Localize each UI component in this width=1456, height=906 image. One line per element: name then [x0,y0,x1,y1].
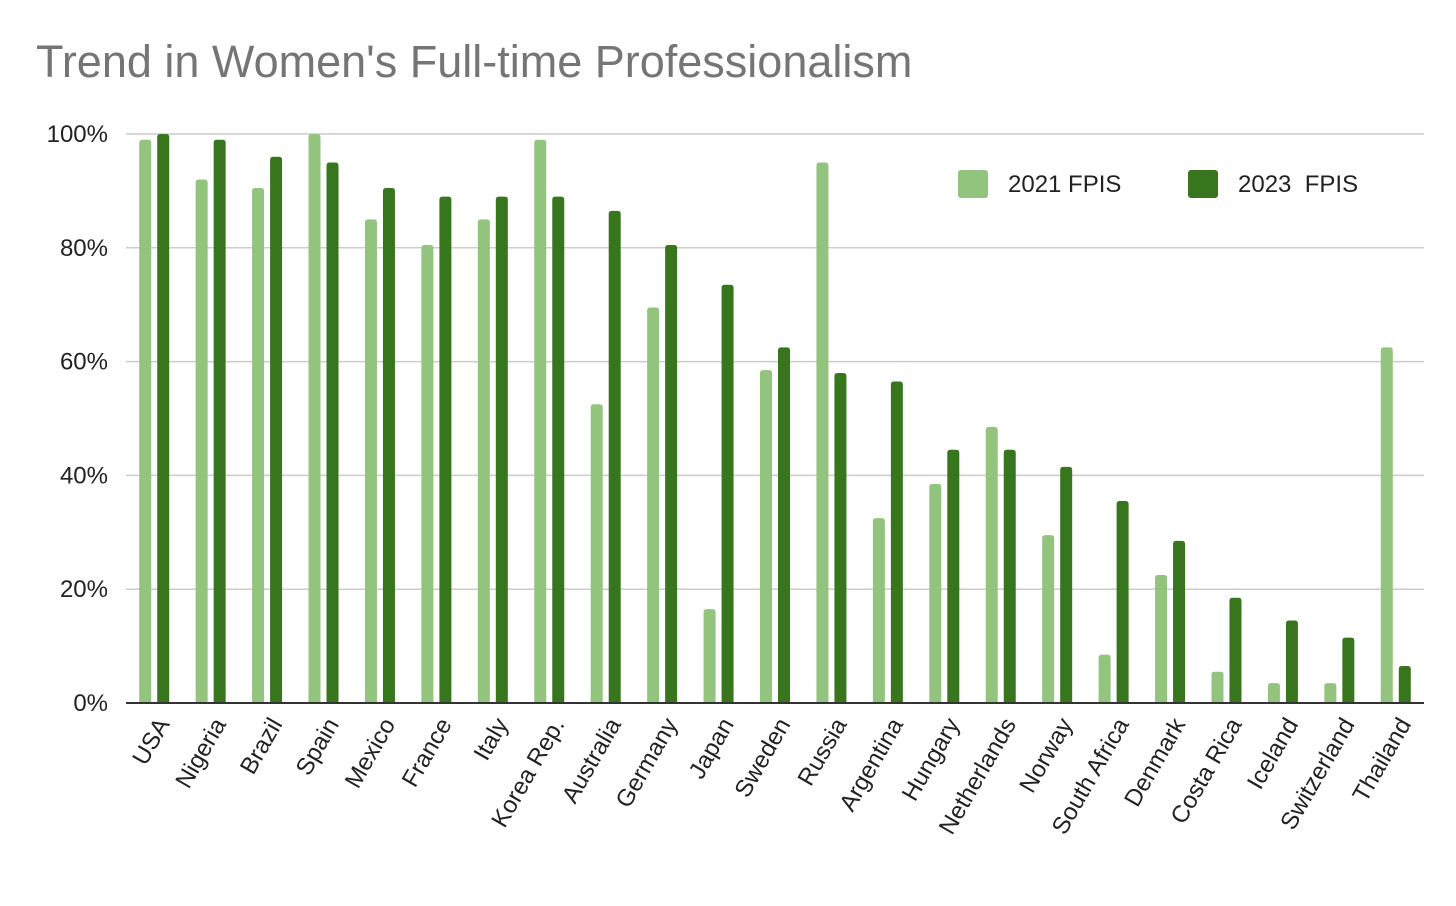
bar-2021-denmark [1155,574,1168,703]
bar-2021-costa-rica [1211,671,1224,703]
legend-swatch [958,170,988,198]
bar-2023-korea-rep- [552,196,565,703]
x-tick-label: USA [127,714,175,770]
bar-2021-norway [1042,535,1055,703]
bar-2023-mexico [382,188,395,703]
bar-2021-usa [139,139,152,703]
bar-2021-hungary [929,483,942,703]
x-tick-label: France [397,714,458,792]
bar-2021-netherlands [985,427,998,703]
bar-2021-sweden [760,370,772,703]
bar-2023-germany [665,244,678,703]
bar-2021-iceland [1267,683,1280,703]
bar-2021-thailand [1380,347,1393,703]
bar-2021-germany [647,307,660,703]
bar-2021-spain [308,134,321,703]
bar-2023-hungary [947,449,960,703]
bar-2021-australia [590,404,603,703]
bar-2023-usa [157,134,170,703]
bar-2021-japan [703,609,716,703]
x-tick-label: Japan [684,714,740,784]
bar-2021-switzerland [1324,683,1337,703]
legend-label: 2023 FPIS [1238,171,1358,198]
bar-2021-russia [816,162,829,703]
bar-2021-argentina [872,518,885,703]
bar-2021-south-africa [1098,654,1111,703]
bar-2023-japan [721,284,734,703]
x-tick-label: Spain [291,714,345,781]
bar-2023-russia [834,372,847,703]
bar-2023-thailand [1398,666,1411,703]
x-tick-label: Nigeria [170,713,232,793]
bar-2023-netherlands [1003,449,1016,703]
bar-2023-costa-rica [1229,597,1242,703]
bars [139,134,1411,703]
bar-2021-france [421,244,434,703]
x-tick-label: Iceland [1242,714,1304,795]
bar-2023-spain [326,162,339,703]
y-tick-label: 40% [60,462,108,489]
bar-2023-italy [495,196,508,703]
x-tick-label: Sweden [729,714,796,803]
x-tick-label: Brazil [235,714,288,779]
bar-2021-italy [477,219,490,703]
y-tick-label: 0% [73,690,108,717]
x-tick-label: Mexico [340,714,401,793]
bar-2021-nigeria [195,179,208,703]
bar-2023-brazil [270,156,283,703]
bar-2023-iceland [1285,620,1298,703]
bar-2023-norway [1060,466,1073,703]
legend-swatch [1188,170,1218,198]
x-tick-label: Russia [793,713,853,791]
y-tick-label: 80% [60,235,108,262]
bar-2023-switzerland [1342,637,1355,703]
bar-2023-south-africa [1116,501,1129,703]
y-axis-tick-labels: 0% 20% 40% 60% 80% 100% [47,121,108,717]
chart-title: Trend in Women's Full-time Professionali… [36,36,913,87]
x-tick-label: Italy [469,714,514,766]
legend: 2021 FPIS 2023 FPIS [958,170,1358,198]
bar-2021-brazil [252,188,265,703]
x-tick-label: Norway [1014,714,1078,798]
bar-2023-argentina [890,381,903,703]
bar-2023-australia [608,210,621,703]
bar-2023-france [439,196,452,703]
gridlines [126,133,1424,590]
bar-2023-denmark [1173,540,1186,703]
y-tick-label: 20% [60,576,108,603]
bar-2021-korea-rep- [534,139,547,703]
y-tick-label: 60% [60,349,108,376]
bar-2021-mexico [364,219,377,703]
bar-2023-sweden [778,347,790,703]
legend-label: 2021 FPIS [1008,171,1121,198]
y-tick-label: 100% [47,121,108,148]
bar-2023-nigeria [213,139,226,703]
